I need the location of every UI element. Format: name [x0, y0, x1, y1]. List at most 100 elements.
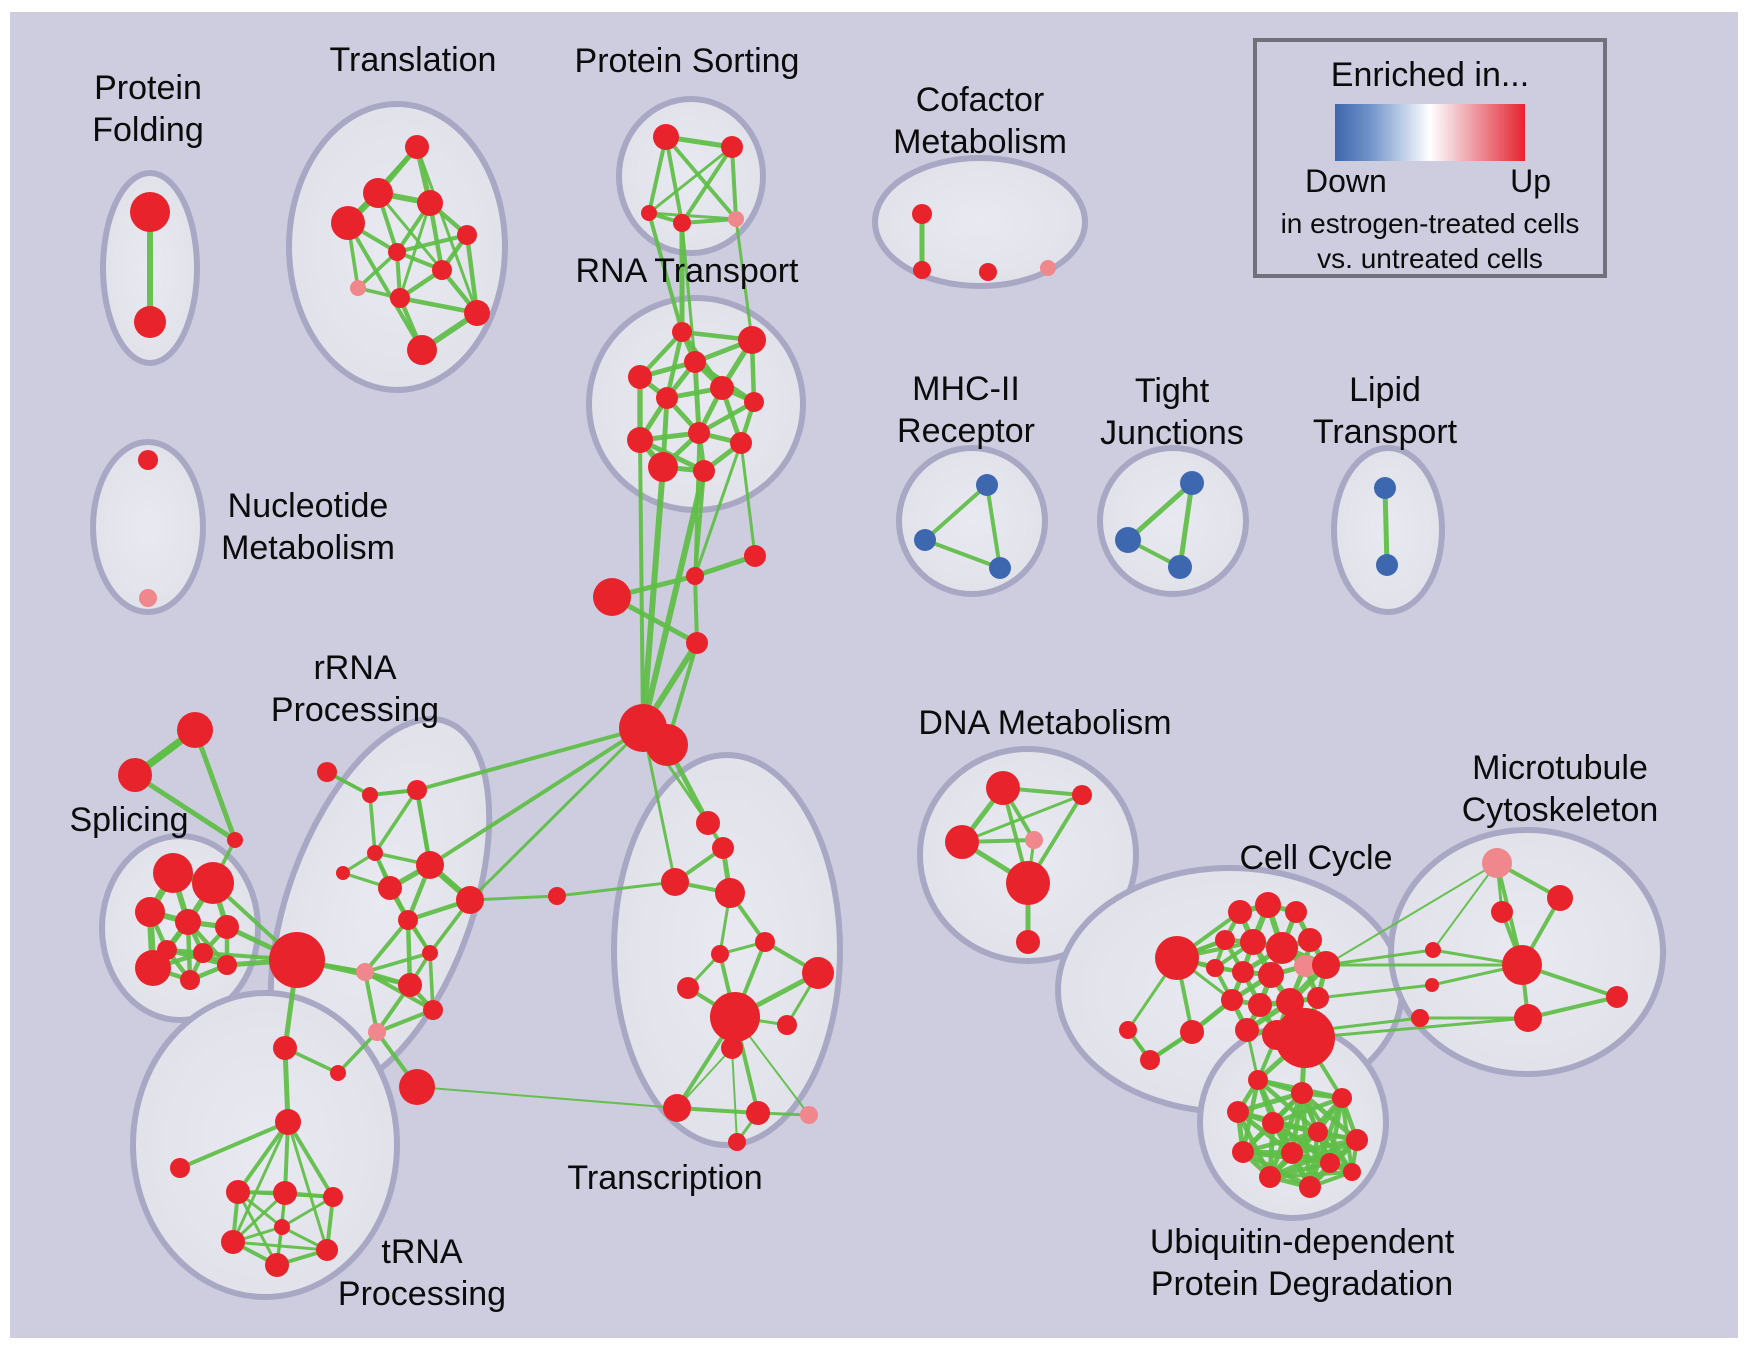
network-node [1547, 885, 1573, 911]
cluster-label-mh: MHC-II [912, 370, 1020, 408]
network-edge [286, 1120, 335, 1199]
network-node [1258, 962, 1284, 988]
legend-caption-line2: vs. untreated cells [1317, 243, 1543, 274]
cluster-label-mt: Cytoskeleton [1462, 791, 1659, 829]
network-node [422, 945, 438, 961]
cluster-ellipse-cf [872, 155, 1088, 289]
network-edge [923, 538, 1002, 570]
network-node [738, 326, 766, 354]
network-node [388, 243, 406, 261]
network-edge [693, 574, 699, 645]
network-node [1308, 1122, 1328, 1142]
network-edge [1125, 480, 1195, 543]
network-node [456, 886, 484, 914]
network-node [712, 837, 734, 859]
network-edge [286, 1120, 329, 1252]
network-node [350, 280, 366, 296]
network-node [696, 811, 720, 835]
network-node [1307, 987, 1329, 1009]
network-link-edge [192, 727, 238, 843]
network-link-edge [468, 894, 559, 902]
cluster-ellipse-mh [896, 445, 1048, 597]
network-link-edge [1325, 862, 1498, 966]
network-node [398, 910, 418, 930]
network-edge [236, 1120, 290, 1194]
network-link-edge [734, 217, 754, 342]
network-edge [464, 232, 480, 316]
network-node [265, 1253, 289, 1277]
network-node [945, 825, 979, 859]
network-node [1221, 989, 1243, 1011]
network-node [1155, 936, 1199, 980]
network-edge [363, 951, 432, 974]
network-node [405, 135, 429, 159]
network-node [746, 1101, 770, 1125]
network-node [802, 957, 834, 989]
cluster-label-cf: Metabolism [893, 123, 1067, 161]
cluster-label-lp: Lipid [1349, 371, 1421, 409]
network-edge [231, 1120, 290, 1244]
cluster-label-tn: tRNA [381, 1233, 463, 1271]
network-node [1376, 554, 1398, 576]
network-link-edge [1324, 948, 1435, 967]
network-node [1320, 1153, 1340, 1173]
network-edge [555, 880, 677, 898]
network-node [1425, 942, 1441, 958]
network-edge [1382, 485, 1390, 568]
network-link-edge [640, 468, 707, 731]
network-node [663, 1094, 691, 1122]
network-link-edge [739, 441, 757, 558]
network-node [1232, 1141, 1254, 1163]
network-link-edge [1303, 1016, 1530, 1040]
network-node [1294, 955, 1316, 977]
network-node [407, 780, 427, 800]
network-node [398, 973, 422, 997]
cluster-label-tl: Translation [330, 41, 497, 79]
cluster-label-mt: Microtubule [1472, 749, 1648, 787]
legend-box: Enriched in... Down Up in estrogen-treat… [1253, 38, 1607, 278]
network-node [1016, 930, 1040, 954]
network-node [1180, 471, 1204, 495]
legend-down-label: Down [1305, 163, 1387, 199]
network-node [274, 1219, 290, 1235]
network-node [330, 1065, 346, 1081]
legend-up-label: Up [1510, 163, 1551, 199]
network-node [457, 225, 477, 245]
network-node [912, 204, 932, 224]
cluster-label-tr: Transcription [567, 1159, 762, 1197]
network-node [273, 1181, 297, 1205]
cluster-label-lp: Transport [1313, 413, 1458, 451]
network-node [744, 545, 766, 567]
network-edge [397, 295, 480, 316]
network-link-edge [428, 726, 645, 867]
network-node [221, 1230, 245, 1254]
network-node [135, 897, 165, 927]
network-node [317, 762, 337, 782]
network-edge [664, 135, 738, 221]
network-edge [647, 211, 738, 221]
network-node [1332, 1088, 1352, 1108]
network-node [1606, 986, 1628, 1008]
cluster-labels: Protein Folding Translation Protein Sorting… [69, 41, 1658, 1313]
network-node [688, 422, 710, 444]
network-node [721, 1037, 743, 1059]
network-node [976, 474, 998, 496]
network-edge [1177, 480, 1195, 570]
network-node [134, 306, 166, 338]
network-edge [1267, 1169, 1355, 1180]
cluster-ellipse-tn [130, 990, 400, 1300]
network-edge [1270, 1095, 1345, 1126]
network-node [367, 845, 383, 861]
network-node [226, 1180, 250, 1204]
network-edge [362, 917, 411, 975]
network-node [130, 192, 170, 232]
network-edge [373, 788, 419, 855]
network-node [1276, 988, 1304, 1016]
network-edge [680, 217, 738, 225]
network-link-edge [640, 464, 666, 731]
legend-gradient-bar [1335, 104, 1525, 161]
cluster-label-rr: rRNA [313, 649, 396, 687]
network-node [593, 578, 631, 616]
network-node [1232, 961, 1254, 983]
network-node [656, 387, 678, 409]
